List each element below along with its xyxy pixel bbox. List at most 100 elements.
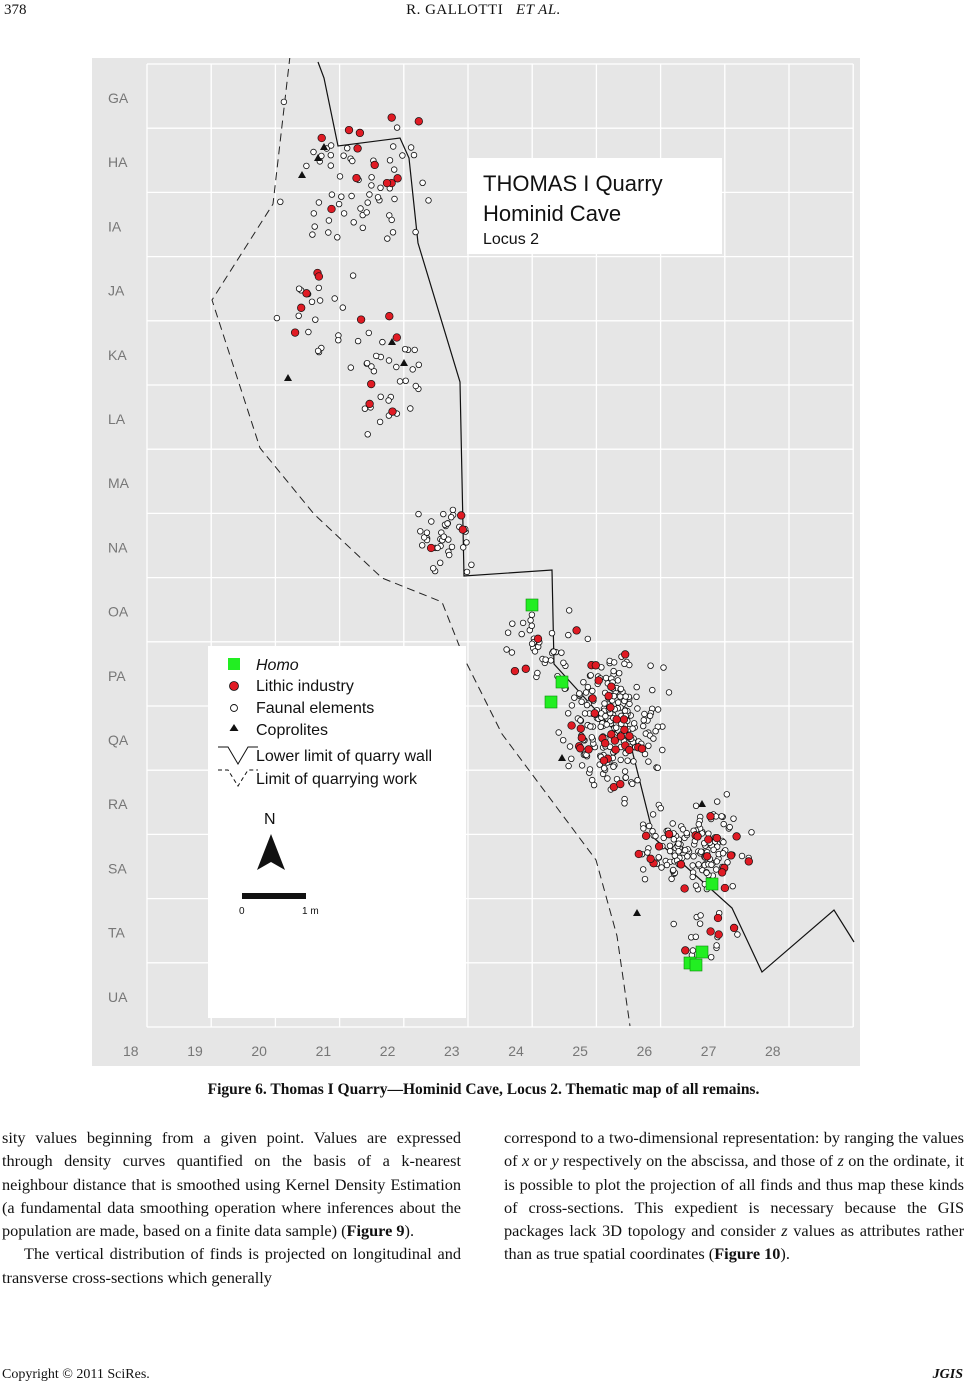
coprolite-marker xyxy=(314,154,322,161)
footer-copyright: Copyright © 2011 SciRes. xyxy=(2,1367,150,1382)
faunal-find-marker xyxy=(373,352,380,360)
faunal-find-marker xyxy=(565,631,572,639)
faunal-find-marker xyxy=(629,780,636,787)
faunal-find-marker xyxy=(683,829,690,837)
faunal-find-marker xyxy=(566,607,573,614)
faunal-find-marker xyxy=(377,393,384,400)
faunal-find-marker xyxy=(708,954,715,961)
lithic-find-marker xyxy=(521,664,530,673)
faunal-find-marker xyxy=(363,360,371,367)
faunal-find-marker xyxy=(368,363,375,370)
lithic-find-marker xyxy=(584,745,593,754)
lithic-find-marker xyxy=(387,113,396,122)
faunal-find-marker xyxy=(531,648,539,655)
faunal-find-marker xyxy=(726,823,733,831)
faunal-find-marker xyxy=(460,544,467,551)
faunal-find-marker xyxy=(668,875,675,883)
faunal-find-marker xyxy=(655,854,662,861)
lithic-find-marker xyxy=(344,125,354,135)
faunal-find-marker xyxy=(273,314,281,322)
faunal-find-marker xyxy=(401,346,409,353)
faunal-find-marker xyxy=(675,848,682,855)
map-grid xyxy=(146,63,854,1028)
faunal-find-marker xyxy=(519,619,527,627)
faunal-find-marker xyxy=(423,529,431,536)
lithic-find-marker xyxy=(588,694,597,703)
faunal-find-marker xyxy=(641,710,648,718)
homo-find-marker xyxy=(525,598,539,612)
faunal-find-marker xyxy=(654,764,661,771)
body-column-left: sity values beginning from a given point… xyxy=(2,1126,461,1289)
lithic-find-marker xyxy=(702,852,712,861)
lithic-find-marker xyxy=(393,174,402,183)
faunal-find-marker xyxy=(641,876,649,883)
lithic-find-marker xyxy=(290,328,300,337)
figure-reference[interactable]: Figure 9 xyxy=(346,1221,405,1241)
faunal-find-marker xyxy=(621,707,629,714)
faunal-find-marker xyxy=(357,205,364,212)
faunal-find-marker xyxy=(723,791,730,798)
row-label: JA xyxy=(108,283,125,299)
faunal-find-marker xyxy=(670,836,677,843)
running-head-etal: ET AL. xyxy=(515,2,561,18)
figure-reference[interactable]: Figure 10 xyxy=(714,1244,781,1264)
faunal-find-marker xyxy=(376,418,384,426)
quarry-wall-line xyxy=(317,61,855,973)
faunal-find-marker xyxy=(670,920,677,928)
lithic-find-marker xyxy=(317,133,326,143)
lithic-find-marker xyxy=(576,724,585,733)
faunal-find-marker xyxy=(280,98,288,106)
faunal-find-marker xyxy=(565,710,572,717)
faunal-find-marker xyxy=(312,316,319,323)
legend-coprolites-label: Coprolites xyxy=(256,722,328,739)
faunal-find-marker xyxy=(365,329,372,337)
lithic-find-marker xyxy=(327,204,336,214)
faunal-find-marker xyxy=(327,162,334,169)
column-label: 27 xyxy=(701,1043,717,1059)
faunal-find-marker xyxy=(339,304,346,311)
faunal-find-marker xyxy=(315,284,322,292)
faunal-find-marker xyxy=(440,510,447,518)
column-labels: 18 19 20 21 22 23 24 25 26 27 28 xyxy=(123,1043,781,1059)
faunal-find-marker xyxy=(340,210,348,217)
faunal-find-marker xyxy=(560,659,567,666)
lithic-find-marker xyxy=(302,289,311,298)
faunal-find-marker xyxy=(603,721,610,728)
row-label: QA xyxy=(108,732,129,748)
lithic-find-marker xyxy=(732,832,741,841)
lithic-find-marker xyxy=(611,745,620,754)
faunal-find-marker xyxy=(425,197,432,204)
faunal-find-marker xyxy=(528,611,536,618)
faunal-find-marker xyxy=(622,693,629,700)
faunal-find-marker xyxy=(349,157,356,165)
faunal-find-marker xyxy=(305,328,312,336)
faunal-find-marker xyxy=(350,219,357,226)
faunal-find-marker xyxy=(670,866,677,874)
faunal-find-marker xyxy=(571,694,578,701)
homo-find-marker xyxy=(695,945,709,959)
column-label: 20 xyxy=(251,1043,267,1059)
faunal-find-marker xyxy=(621,660,628,667)
faunal-find-marker xyxy=(703,869,710,876)
faunal-find-marker xyxy=(419,179,426,186)
faunal-find-marker xyxy=(720,839,727,846)
faunal-find-marker xyxy=(446,551,453,559)
scale-label-end: 1 m xyxy=(302,906,319,917)
faunal-find-marker xyxy=(348,192,355,200)
map-locus: Locus 2 xyxy=(483,231,539,248)
coprolite-marker xyxy=(284,374,292,381)
row-label: IA xyxy=(108,218,122,234)
faunal-find-marker xyxy=(645,742,652,749)
faunal-find-marker xyxy=(528,640,536,647)
faunal-find-marker xyxy=(657,805,664,812)
lithic-find-marker xyxy=(713,913,723,923)
faunal-find-marker xyxy=(325,217,333,224)
row-label: RA xyxy=(108,796,128,812)
faunal-find-marker xyxy=(589,687,596,695)
faunal-find-marker xyxy=(504,629,512,636)
faunal-find-marker xyxy=(604,775,611,782)
faunal-find-marker xyxy=(338,193,345,200)
lithic-find-marker xyxy=(646,854,655,863)
faunal-find-marker xyxy=(666,847,674,855)
row-label: PA xyxy=(108,668,126,684)
